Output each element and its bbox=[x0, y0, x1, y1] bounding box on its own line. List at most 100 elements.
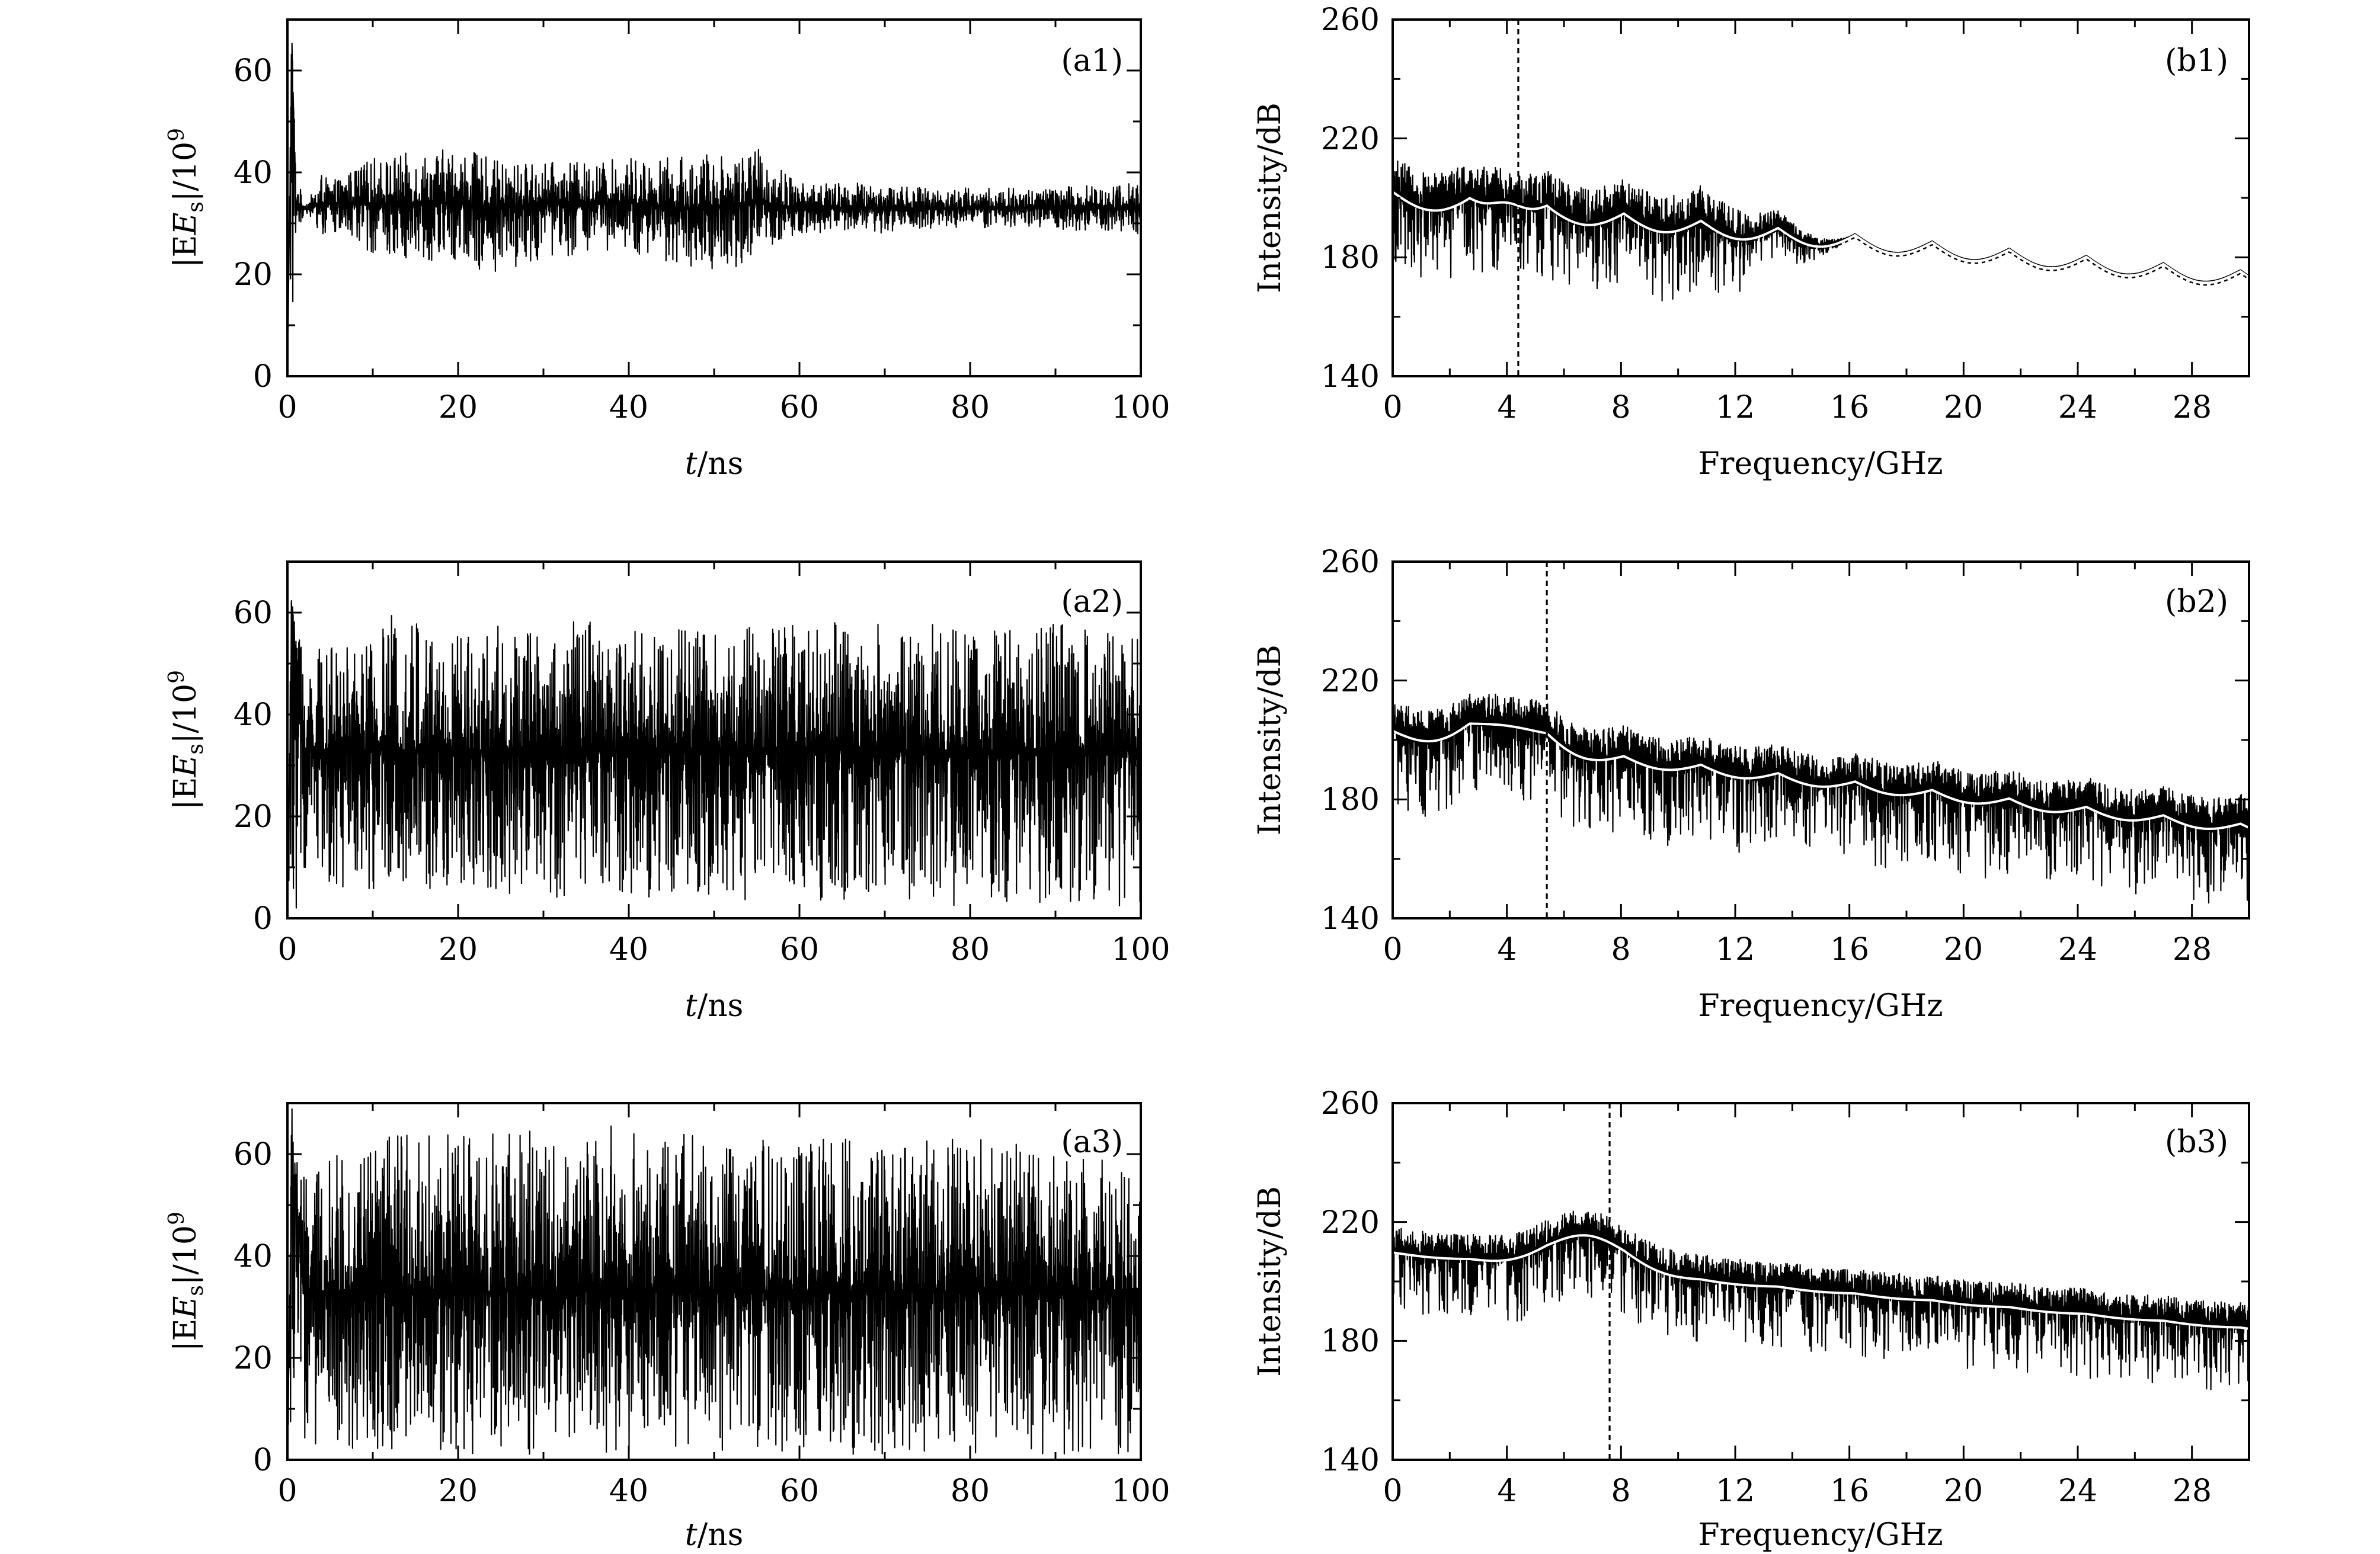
xtick-label: 20 bbox=[1944, 932, 1983, 967]
ytick-label: 0 bbox=[253, 359, 273, 395]
xtick-label: 20 bbox=[1944, 390, 1983, 425]
x-axis-title-a1: t/ns bbox=[685, 446, 744, 482]
plot-area-b3 bbox=[1391, 1102, 2250, 1461]
panel-a2: 0 20 40 60 80 100 0 20 40 60 (a2) t/ns |… bbox=[165, 560, 1170, 1024]
x-axis-title-a2: t/ns bbox=[685, 988, 744, 1024]
y-axis-title-sub: s bbox=[184, 744, 208, 754]
xtick-label: 100 bbox=[1111, 390, 1170, 425]
x-axis-title-symbol: t bbox=[685, 988, 698, 1024]
averaged-spectrum-line bbox=[1391, 191, 2250, 284]
panel-b3: 0 4 8 12 16 20 24 28 140 180 220 260 (b3… bbox=[1252, 1086, 2250, 1553]
xtick-label: 16 bbox=[1830, 932, 1869, 967]
xtick-labels-b1: 0 4 8 12 16 20 24 28 bbox=[1383, 390, 2212, 425]
ytick-labels-b1: 140 180 220 260 bbox=[1321, 2, 1380, 395]
intensity-trace bbox=[286, 43, 1142, 377]
xtick-label: 0 bbox=[1383, 1473, 1402, 1509]
xtick-label: 20 bbox=[1944, 1473, 1983, 1509]
xtick-label: 0 bbox=[277, 390, 297, 425]
ticks-b1 bbox=[1391, 18, 2250, 377]
xtick-labels-b3: 0 4 8 12 16 20 24 28 bbox=[1383, 1473, 2212, 1509]
ytick-labels-b2: 140 180 220 260 bbox=[1321, 544, 1380, 937]
xtick-label: 0 bbox=[1383, 390, 1402, 425]
ticks-a1 bbox=[286, 18, 1142, 377]
xtick-label: 28 bbox=[2173, 390, 2212, 425]
xtick-label: 20 bbox=[439, 932, 478, 967]
xtick-label: 4 bbox=[1497, 932, 1517, 967]
intensity-trace bbox=[286, 600, 1142, 919]
xtick-label: 0 bbox=[277, 1473, 297, 1509]
ytick-labels-b3: 140 180 220 260 bbox=[1321, 1086, 1380, 1478]
ytick-label: 40 bbox=[233, 697, 273, 733]
x-axis-title-b2: Frequency/GHz bbox=[1698, 988, 1943, 1024]
xtick-label: 28 bbox=[2173, 932, 2212, 967]
xtick-labels-a1: 0 20 40 60 80 100 bbox=[277, 390, 1170, 425]
plot-area-a2 bbox=[286, 560, 1142, 919]
ytick-labels-a2: 0 20 40 60 bbox=[233, 595, 273, 937]
spectrum-trace bbox=[1391, 693, 2250, 904]
ytick-label: 260 bbox=[1321, 544, 1380, 580]
ticks-b3 bbox=[1391, 1102, 2250, 1461]
y-axis-title-sub: s bbox=[184, 1285, 208, 1296]
y-axis-title-sub: s bbox=[184, 201, 208, 212]
xtick-label: 0 bbox=[1383, 932, 1402, 967]
x-axis-title-symbol: t bbox=[685, 1517, 698, 1553]
panel-a3: 0 20 40 60 80 100 0 20 40 60 (a3) t/ns |… bbox=[165, 1102, 1170, 1553]
series-b2 bbox=[1391, 562, 2250, 918]
xtick-label: 20 bbox=[439, 1473, 478, 1509]
y-axis-title-part: |E bbox=[168, 1319, 203, 1351]
y-axis-title-a1: |EEs|/109 bbox=[165, 128, 208, 268]
ytick-label: 180 bbox=[1321, 1324, 1380, 1359]
xtick-labels-a3: 0 20 40 60 80 100 bbox=[277, 1473, 1170, 1509]
x-axis-title-symbol: t bbox=[685, 446, 698, 482]
xtick-label: 40 bbox=[609, 390, 648, 425]
ytick-label: 40 bbox=[233, 155, 273, 191]
ytick-labels-a3: 0 20 40 60 bbox=[233, 1137, 273, 1478]
xtick-label: 28 bbox=[2173, 1473, 2212, 1509]
plot-area-b2 bbox=[1391, 560, 2250, 919]
x-axis-title-b3: Frequency/GHz bbox=[1698, 1517, 1943, 1553]
ytick-label: 180 bbox=[1321, 782, 1380, 818]
ytick-label: 0 bbox=[253, 1443, 273, 1478]
xtick-label: 8 bbox=[1611, 1473, 1630, 1509]
ytick-label: 260 bbox=[1321, 1086, 1380, 1122]
xtick-label: 60 bbox=[780, 932, 819, 967]
panel-label-a3: (a3) bbox=[1061, 1124, 1123, 1160]
reference-dashed-line bbox=[1706, 226, 2250, 286]
xtick-label: 40 bbox=[609, 1473, 648, 1509]
ytick-label: 220 bbox=[1321, 1205, 1380, 1241]
y-axis-title-b1: Intensity/dB bbox=[1252, 102, 1288, 293]
xtick-label: 100 bbox=[1111, 932, 1170, 967]
xtick-label: 24 bbox=[2058, 932, 2097, 967]
xtick-label: 8 bbox=[1611, 932, 1630, 967]
panel-label-b3: (b3) bbox=[2165, 1124, 2228, 1160]
series-a3 bbox=[286, 1108, 1142, 1460]
plot-area-a3 bbox=[286, 1102, 1142, 1461]
plot-area-a1 bbox=[286, 18, 1142, 377]
xtick-label: 80 bbox=[951, 932, 990, 967]
ytick-label: 140 bbox=[1321, 359, 1380, 395]
x-axis-title-a3: t/ns bbox=[685, 1517, 744, 1553]
intensity-trace bbox=[286, 1108, 1142, 1460]
series-b3 bbox=[1391, 1103, 2250, 1460]
y-axis-title-part: |/10 bbox=[168, 684, 203, 744]
panel-b2: 0 4 8 12 16 20 24 28 140 180 220 260 (b2… bbox=[1252, 544, 2250, 1024]
y-axis-title-b2: Intensity/dB bbox=[1252, 645, 1288, 835]
xtick-labels-a2: 0 20 40 60 80 100 bbox=[277, 932, 1170, 967]
y-axis-title-part: |E bbox=[168, 235, 203, 268]
y-axis-title-a3: |EEs|/109 bbox=[165, 1212, 208, 1351]
ytick-label: 220 bbox=[1321, 664, 1380, 699]
y-axis-title-a2: |EEs|/109 bbox=[165, 670, 208, 810]
panel-label-b1: (b1) bbox=[2165, 43, 2228, 79]
y-axis-title-part: |E bbox=[168, 777, 203, 810]
xtick-label: 24 bbox=[2058, 1473, 2097, 1509]
x-axis-title-unit: /ns bbox=[698, 1517, 744, 1553]
y-axis-title-sup: 9 bbox=[165, 1212, 189, 1225]
xtick-label: 80 bbox=[951, 1473, 990, 1509]
ytick-label: 0 bbox=[253, 901, 273, 937]
ytick-label: 60 bbox=[233, 595, 273, 631]
ticks-a2 bbox=[286, 560, 1142, 919]
ticks-a3 bbox=[286, 1102, 1142, 1461]
xtick-label: 40 bbox=[609, 932, 648, 967]
y-axis-title-sup: 9 bbox=[165, 670, 189, 684]
x-axis-title-unit: /ns bbox=[698, 988, 744, 1024]
